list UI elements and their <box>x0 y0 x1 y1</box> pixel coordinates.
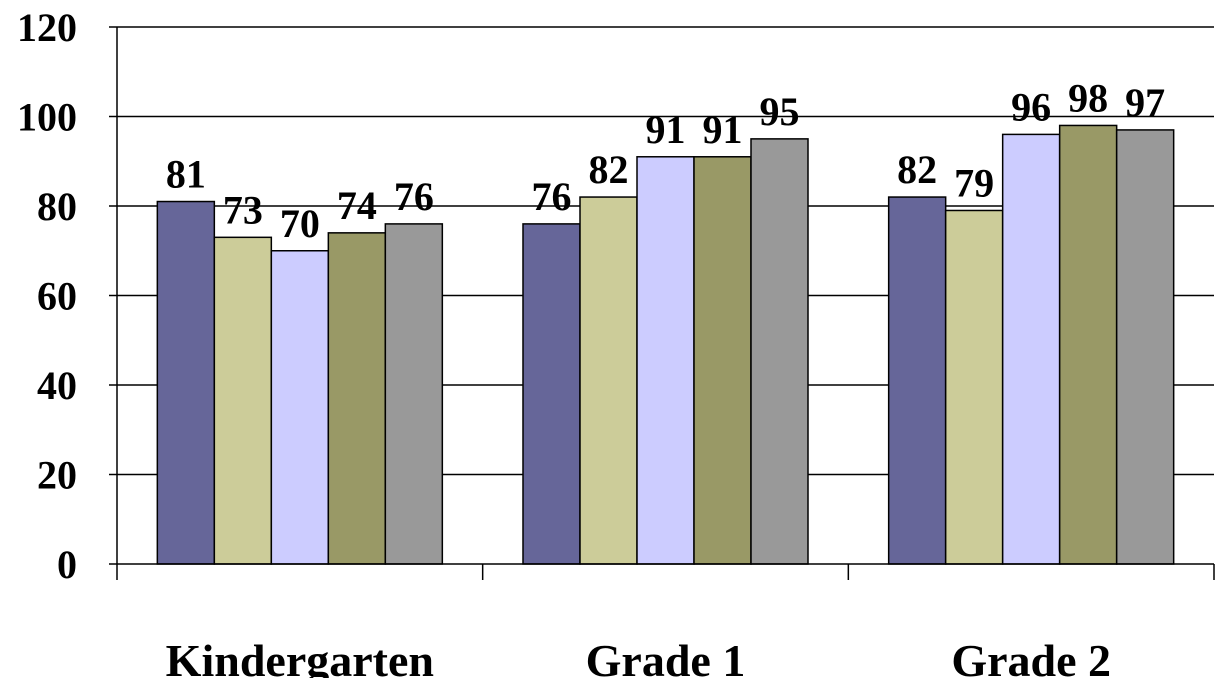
bar <box>384 223 444 565</box>
bar <box>1001 133 1061 565</box>
y-tick-label: 100 <box>17 95 77 140</box>
data-label: 76 <box>394 174 434 219</box>
bar <box>270 250 330 565</box>
category-label: Kindergarten <box>166 635 434 678</box>
bar <box>213 236 273 565</box>
data-label: 97 <box>1125 80 1165 125</box>
data-label: 96 <box>1011 84 1051 129</box>
y-tick-label: 40 <box>37 363 77 408</box>
y-tick-label: 0 <box>57 542 77 587</box>
bar <box>1058 124 1118 565</box>
y-tick-labels: 0 20 40 60 80 100 120 <box>17 5 77 587</box>
bar <box>944 209 1004 565</box>
bars <box>156 124 1175 565</box>
bar <box>156 200 216 565</box>
bar <box>693 156 752 565</box>
data-label: 74 <box>337 183 377 228</box>
data-labels: 81 73 70 74 76 76 82 91 91 95 82 79 96 98 97 <box>166 75 1165 245</box>
data-label: 95 <box>760 89 800 134</box>
bar <box>887 196 947 565</box>
y-tick-label: 120 <box>17 5 77 50</box>
data-label: 91 <box>646 107 686 152</box>
data-label: 73 <box>223 187 263 232</box>
bar <box>579 196 638 565</box>
category-labels: Kindergarten Grade 1 Grade 2 <box>166 635 1111 678</box>
category-label: Grade 2 <box>951 635 1111 678</box>
data-label: 79 <box>954 160 994 205</box>
bar <box>522 223 581 565</box>
y-tick-label: 80 <box>37 184 77 229</box>
axes <box>109 26 1215 580</box>
bar <box>636 156 695 565</box>
data-label: 81 <box>166 152 206 197</box>
bar <box>327 232 387 565</box>
data-label: 76 <box>532 174 572 219</box>
y-tick-label: 60 <box>37 274 77 319</box>
data-label: 98 <box>1068 75 1108 120</box>
data-label: 91 <box>703 107 743 152</box>
y-tick-label: 20 <box>37 453 77 498</box>
bar <box>750 138 809 565</box>
category-label: Grade 1 <box>586 635 746 678</box>
bar <box>1115 129 1175 565</box>
data-label: 82 <box>589 147 629 192</box>
data-label: 70 <box>280 201 320 246</box>
data-label: 82 <box>897 147 937 192</box>
